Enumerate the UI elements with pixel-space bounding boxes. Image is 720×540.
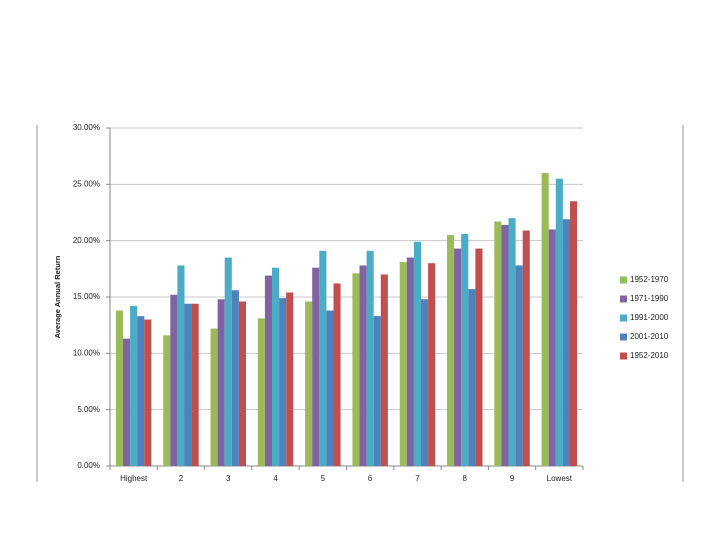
bar — [184, 303, 192, 466]
bar — [548, 229, 556, 466]
bar — [312, 267, 320, 466]
bar — [380, 274, 388, 466]
bar — [562, 219, 570, 466]
bar — [352, 273, 360, 466]
y-axis-label: Average Annual Return — [53, 255, 62, 338]
y-tick-label: 5.00% — [77, 405, 100, 414]
x-tick-label: 8 — [463, 474, 468, 483]
bar — [454, 248, 462, 466]
bar — [541, 173, 549, 467]
y-tick-label: 30.00% — [73, 123, 100, 132]
legend-label: 2001-2010 — [630, 332, 669, 341]
bar — [413, 241, 421, 466]
bar — [272, 267, 280, 466]
bar — [494, 221, 502, 466]
bar — [286, 292, 294, 466]
legend-swatch — [620, 352, 627, 360]
x-tick-label: 6 — [368, 474, 373, 483]
x-tick-label: Lowest — [547, 474, 573, 483]
bar — [359, 265, 367, 466]
x-tick-label: Highest — [120, 474, 148, 483]
bar — [515, 265, 523, 466]
bar — [257, 318, 265, 466]
bar — [366, 250, 374, 466]
bar — [163, 335, 171, 466]
bar — [373, 316, 381, 466]
bar — [305, 301, 313, 466]
bar — [144, 319, 152, 466]
x-tick-label: 9 — [510, 474, 515, 483]
bar — [399, 262, 407, 466]
y-tick-label: 0.00% — [77, 461, 100, 470]
bar — [319, 250, 327, 466]
bar — [555, 178, 563, 466]
bar — [224, 257, 232, 466]
bar — [420, 299, 429, 466]
legend-label: 1952-1970 — [630, 275, 669, 284]
bar — [428, 263, 436, 466]
bar — [279, 298, 287, 466]
legend-swatch — [620, 333, 627, 341]
bar — [231, 290, 239, 466]
x-tick-label: 7 — [415, 474, 420, 483]
x-tick-label: 4 — [273, 474, 278, 483]
y-tick-label: 25.00% — [73, 179, 100, 188]
bar — [123, 338, 131, 466]
bar — [137, 316, 145, 466]
bar — [264, 275, 273, 466]
bar — [461, 233, 469, 466]
bar — [569, 201, 578, 466]
bar — [522, 230, 530, 466]
legend-swatch — [620, 276, 627, 284]
legend-label: 1952-2010 — [630, 351, 669, 360]
bar — [501, 224, 509, 466]
bar — [115, 310, 124, 466]
bar — [130, 306, 138, 466]
x-tick-label: 3 — [226, 474, 231, 483]
bar — [210, 328, 218, 466]
bar — [447, 235, 455, 466]
bar — [326, 310, 334, 466]
y-tick-label: 20.00% — [73, 236, 100, 245]
legend-label: 1991-2000 — [630, 313, 669, 322]
bar — [217, 299, 225, 466]
bar — [508, 218, 516, 466]
x-tick-label: 5 — [321, 474, 326, 483]
bar — [468, 289, 476, 466]
bar — [191, 303, 199, 466]
bar — [238, 301, 246, 466]
legend-swatch — [620, 295, 627, 303]
y-tick-label: 15.00% — [73, 292, 100, 301]
bar — [333, 283, 341, 466]
legend-swatch — [620, 314, 627, 322]
bar — [406, 257, 414, 466]
y-tick-label: 10.00% — [73, 348, 100, 357]
bar — [475, 248, 483, 466]
legend-label: 1971-1990 — [630, 294, 669, 303]
bar — [177, 265, 185, 466]
bar — [170, 294, 178, 466]
x-tick-label: 2 — [179, 474, 184, 483]
